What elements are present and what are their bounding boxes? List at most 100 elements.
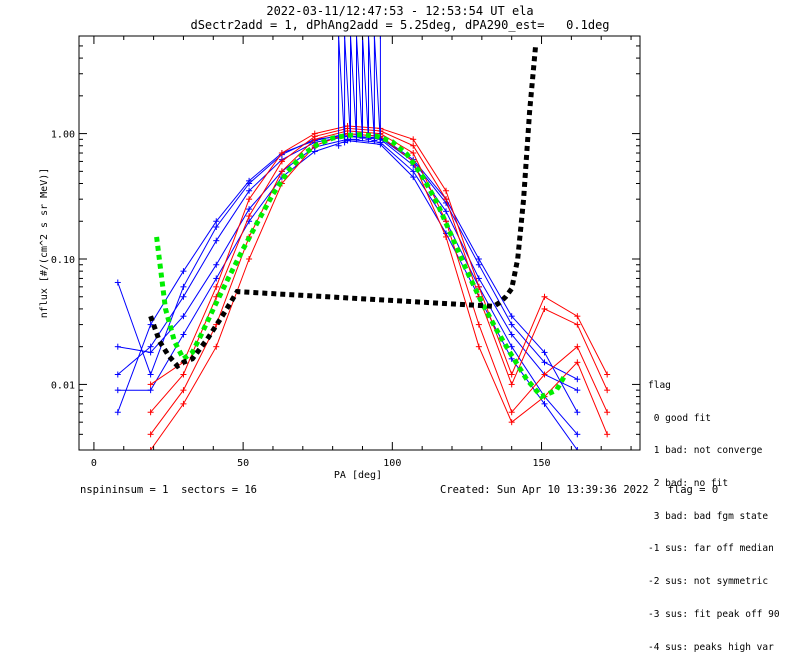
x-tick-label: 50: [237, 458, 249, 469]
data-point-marker: [147, 387, 154, 394]
data-point-marker: [147, 431, 154, 438]
data-point-marker: [180, 387, 187, 394]
plot-frame: [78, 35, 641, 451]
legend-item: -3 sus: fit peak off 90: [648, 608, 780, 620]
data-point-marker: [574, 376, 581, 383]
data-point-marker: [213, 223, 220, 230]
data-point-marker: [213, 283, 220, 290]
data-point-marker: [574, 359, 581, 366]
data-point-marker: [365, 36, 372, 39]
data-series-3: [117, 135, 578, 380]
legend-item: 0 good fit: [648, 412, 711, 424]
data-series-5: [150, 130, 608, 435]
data-point-marker: [246, 206, 253, 213]
data-point-marker: [147, 343, 154, 350]
data-point-marker: [180, 293, 187, 300]
data-point-marker: [475, 343, 482, 350]
data-point-marker: [278, 158, 285, 165]
data-point-marker: [541, 293, 548, 300]
footer-created-info: Created: Sun Apr 10 13:39:36 2022 flag =…: [440, 484, 719, 496]
data-point-marker: [574, 387, 581, 394]
data-point-marker: [246, 187, 253, 194]
data-point-marker: [147, 447, 154, 450]
data-point-marker: [180, 371, 187, 378]
data-point-marker: [508, 371, 515, 378]
data-point-marker: [508, 343, 515, 350]
data-point-marker: [213, 218, 220, 225]
legend-item: -1 sus: far off median: [648, 543, 774, 555]
chart-title-line2: dSectr2add = 1, dPhAng2add = 5.25deg, dP…: [190, 18, 610, 32]
data-point-marker: [508, 313, 515, 320]
data-point-marker: [147, 321, 154, 328]
x-tick-label: 0: [91, 458, 97, 469]
legend-item: 3 bad: bad fgm state: [648, 510, 769, 522]
data-point-marker: [353, 136, 360, 143]
data-point-marker: [371, 137, 378, 144]
data-point-marker: [311, 148, 318, 155]
data-point-marker: [278, 168, 285, 175]
data-point-marker: [147, 371, 154, 378]
data-point-marker: [147, 409, 154, 416]
data-point-marker: [246, 180, 253, 187]
series-layer: [114, 36, 611, 450]
data-point-marker: [508, 331, 515, 338]
data-point-marker: [377, 139, 384, 146]
data-point-marker: [475, 283, 482, 290]
data-point-marker: [180, 331, 187, 338]
x-tick-label: 150: [532, 458, 550, 469]
axis-layer: 0 50 100 150 0.01 0.10 1.00: [51, 35, 640, 469]
data-point-marker: [410, 142, 417, 149]
flag-legend: flag 0 good fit 1 bad: not converge 2 ba…: [648, 359, 780, 664]
data-point-marker: [508, 381, 515, 388]
data-point-marker: [180, 400, 187, 407]
legend-item: 2 bad: no fit: [648, 477, 729, 489]
x-axis-label: PA [deg]: [334, 470, 382, 481]
data-point-marker: [604, 387, 611, 394]
y-axis-label: nflux [#/(cm^2 s sr MeV)]: [39, 168, 50, 319]
data-point-marker: [443, 208, 450, 215]
data-point-marker: [180, 268, 187, 275]
data-point-marker: [278, 150, 285, 157]
data-point-marker: [508, 409, 515, 416]
data-point-marker: [475, 261, 482, 268]
data-point-marker: [347, 36, 354, 39]
data-point-marker: [574, 409, 581, 416]
data-point-marker: [335, 36, 342, 39]
data-point-marker: [475, 275, 482, 282]
data-series-6: [150, 127, 608, 413]
data-point-marker: [213, 343, 220, 350]
data-point-marker: [335, 142, 342, 149]
data-point-marker: [443, 196, 450, 203]
data-point-marker: [410, 174, 417, 181]
data-point-marker: [371, 36, 378, 39]
data-point-marker: [213, 237, 220, 244]
data-point-marker: [508, 419, 515, 426]
data-series-9: [338, 36, 381, 146]
y-tick-label: 1.00: [51, 130, 75, 141]
data-point-marker: [147, 381, 154, 388]
data-point-marker: [180, 283, 187, 290]
data-series-2: [117, 138, 578, 435]
x-tick-label: 100: [383, 458, 401, 469]
data-point-marker: [114, 279, 121, 286]
data-point-marker: [341, 36, 348, 39]
data-point-marker: [541, 349, 548, 356]
data-point-marker: [377, 36, 384, 39]
data-point-marker: [341, 139, 348, 146]
data-point-marker: [443, 187, 450, 194]
data-point-marker: [508, 355, 515, 362]
data-point-marker: [604, 431, 611, 438]
data-point-marker: [114, 409, 121, 416]
data-point-marker: [541, 305, 548, 312]
data-point-marker: [475, 256, 482, 263]
legend-title: flag: [648, 379, 671, 391]
footer-sector-info: nspininsum = 1 sectors = 16: [80, 484, 258, 496]
y-tick-label: 0.10: [51, 255, 75, 266]
data-point-marker: [246, 256, 253, 263]
fit-curve-10: [154, 132, 568, 400]
data-point-marker: [541, 359, 548, 366]
data-point-marker: [604, 371, 611, 378]
plot-area: 0 50 100 150 0.01 0.10 1.00 PA [deg] nflux [#/…: [39, 35, 641, 481]
data-point-marker: [246, 213, 253, 220]
data-point-marker: [574, 321, 581, 328]
